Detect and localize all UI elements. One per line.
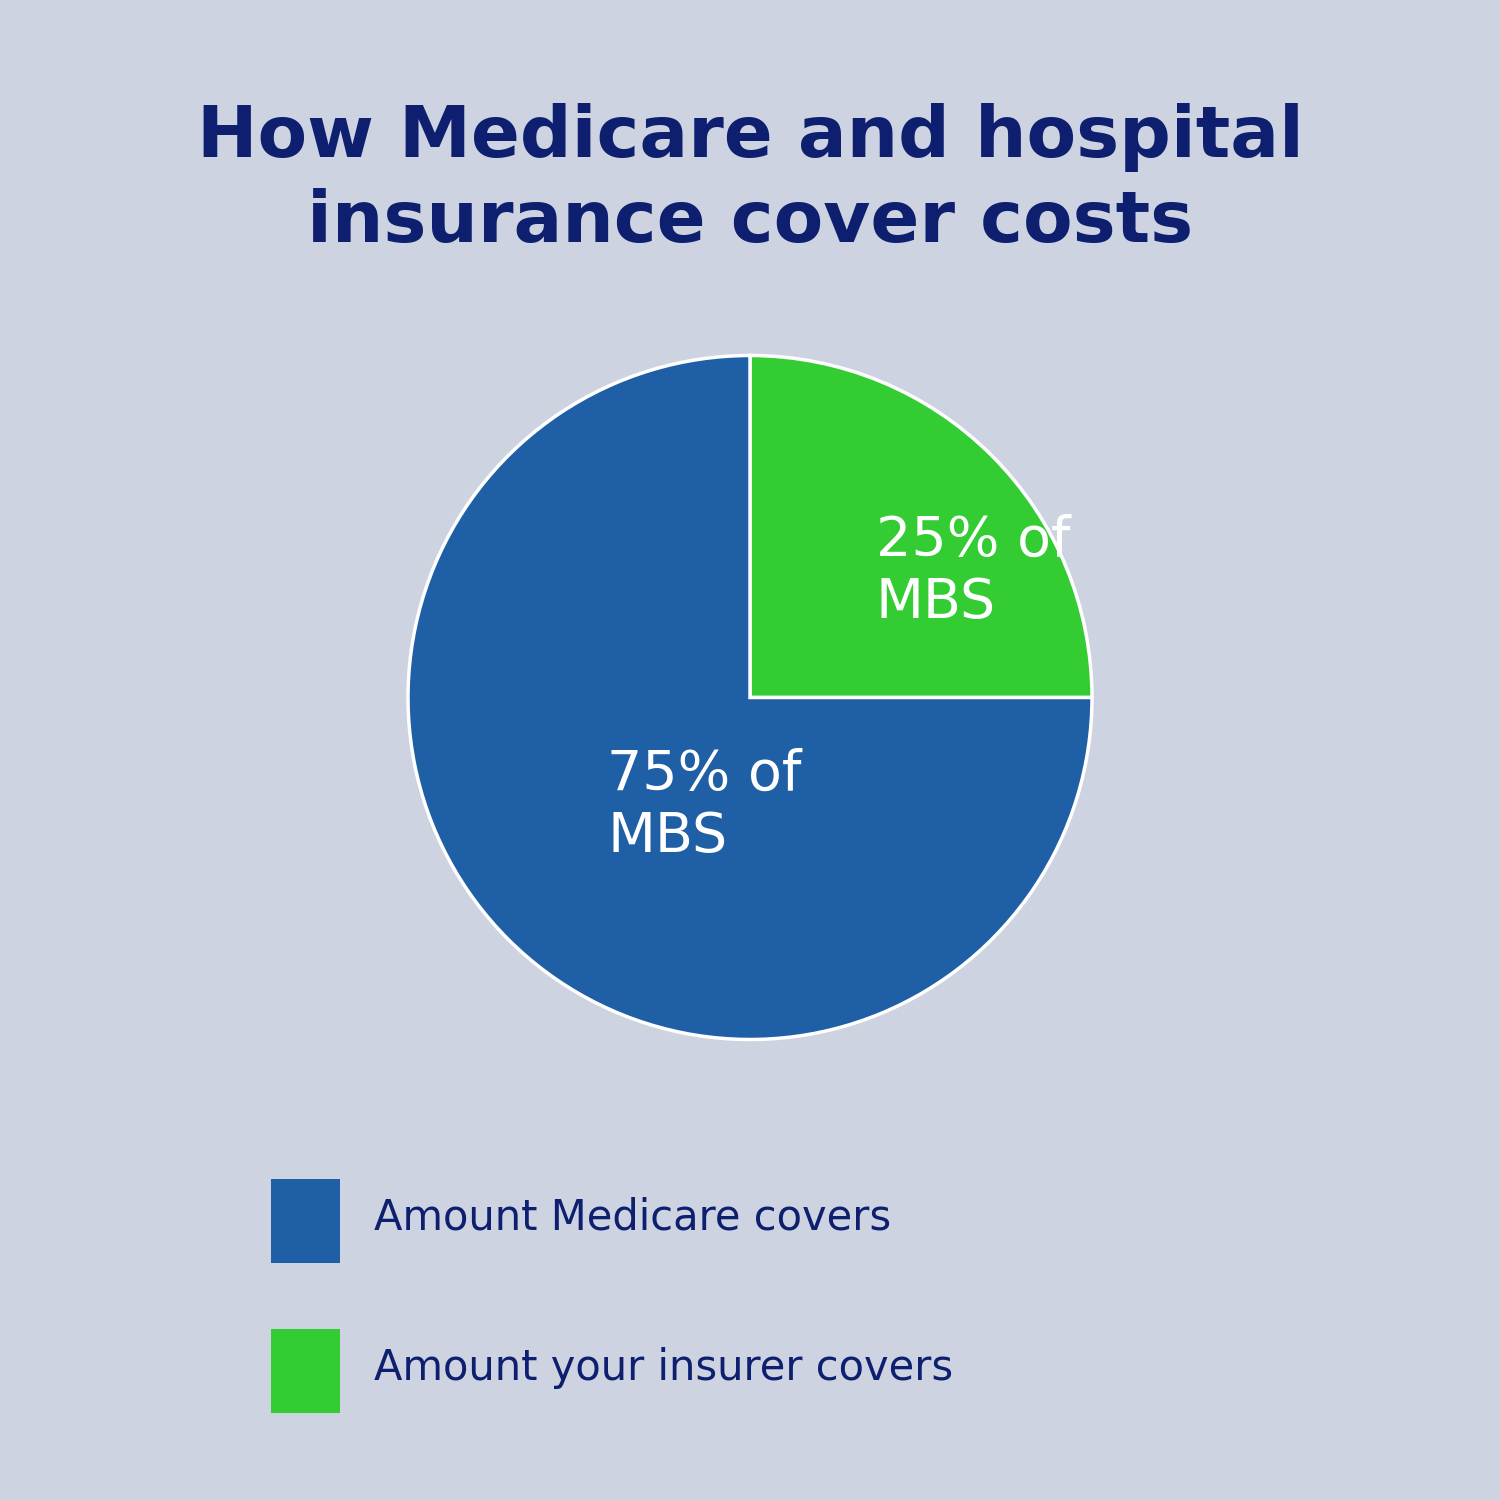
Wedge shape <box>408 356 1092 1040</box>
Text: 75% of
MBS: 75% of MBS <box>608 748 801 864</box>
Wedge shape <box>750 356 1092 698</box>
Text: 25% of
MBS: 25% of MBS <box>876 513 1071 630</box>
Text: How Medicare and hospital
insurance cover costs: How Medicare and hospital insurance cove… <box>196 104 1304 256</box>
Text: Amount your insurer covers: Amount your insurer covers <box>374 1347 952 1389</box>
FancyBboxPatch shape <box>272 1329 339 1413</box>
FancyBboxPatch shape <box>45 45 1455 1455</box>
FancyBboxPatch shape <box>272 1179 339 1263</box>
Text: Amount Medicare covers: Amount Medicare covers <box>374 1197 891 1239</box>
